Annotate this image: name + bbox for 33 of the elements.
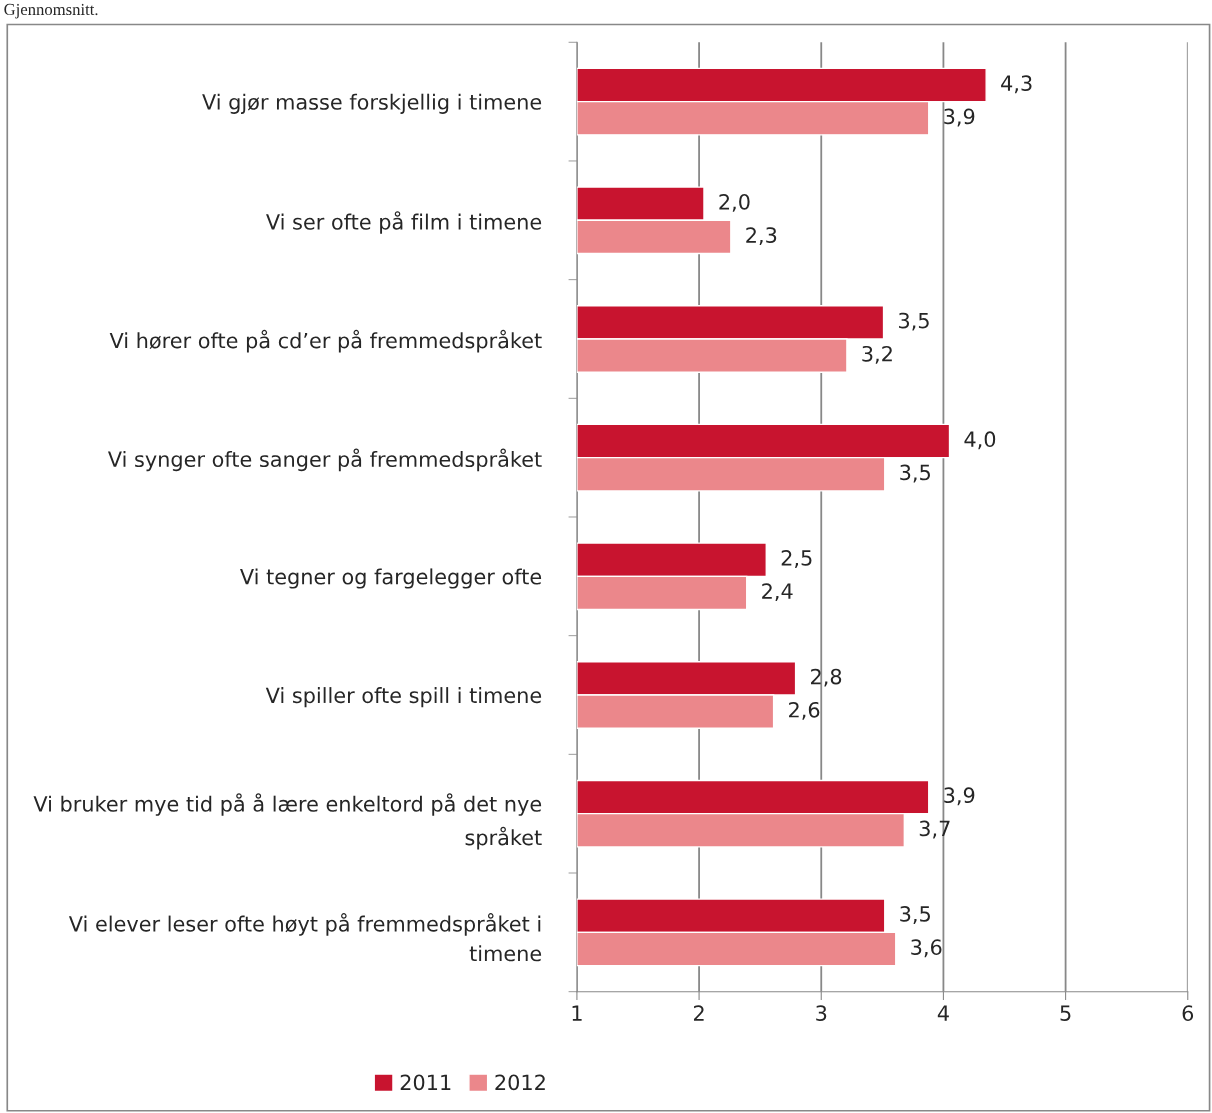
y-tick-label: Vi bruker mye tid på å lære enkeltord på det nye språket (33, 793, 542, 850)
y-tick-label: Vi synger ofte sanger på fremmedspråket (107, 448, 542, 472)
data-label: 2,5 (781, 550, 812, 568)
data-label: 2,6 (789, 701, 820, 720)
y-tick-label: Vi hører ofte på cd’er på fremmedspråket (109, 329, 542, 353)
y-tick-label: Vi elever leser ofte høyt på fremmedspråket i timene (68, 913, 542, 962)
legend-label: 2012 (495, 1074, 545, 1091)
legend-label: 2011 (400, 1074, 451, 1091)
x-tick-label: 1 (572, 1005, 582, 1021)
data-label: 3,5 (899, 312, 929, 331)
y-tick-label: Vi tegner og fargelegger ofte (240, 568, 542, 589)
data-label: 4,3 (1001, 75, 1032, 94)
data-label: 2,8 (811, 668, 842, 687)
data-label: 3,5 (900, 906, 930, 924)
data-label: 3,5 (900, 464, 930, 483)
data-label: 2,0 (719, 193, 750, 212)
data-label: 3,9 (944, 108, 975, 127)
data-label: 3,6 (911, 939, 942, 958)
y-tick-label: Vi spiller ofte spill i timene (265, 687, 542, 708)
data-label: 3,2 (862, 345, 892, 364)
y-tick-label: Vi ser ofte på film i timene (266, 211, 542, 234)
x-tick-label: 3 (816, 1005, 827, 1021)
data-label: 2,3 (746, 227, 777, 246)
data-label: 2,4 (762, 583, 793, 602)
x-tick-label: 6 (1182, 1005, 1194, 1021)
x-tick-label: 2 (693, 1005, 704, 1021)
data-label: 3,9 (944, 787, 975, 806)
x-tick-label: 5 (1060, 1005, 1071, 1021)
text: Gjennomsnitt. (4, 3, 98, 19)
data-label: 3,7 (919, 820, 950, 839)
data-label: 4,0 (964, 431, 996, 450)
x-tick-label: 4 (937, 1005, 949, 1021)
y-tick-label: Vi gjør masse forskjellig i timene (202, 93, 542, 114)
